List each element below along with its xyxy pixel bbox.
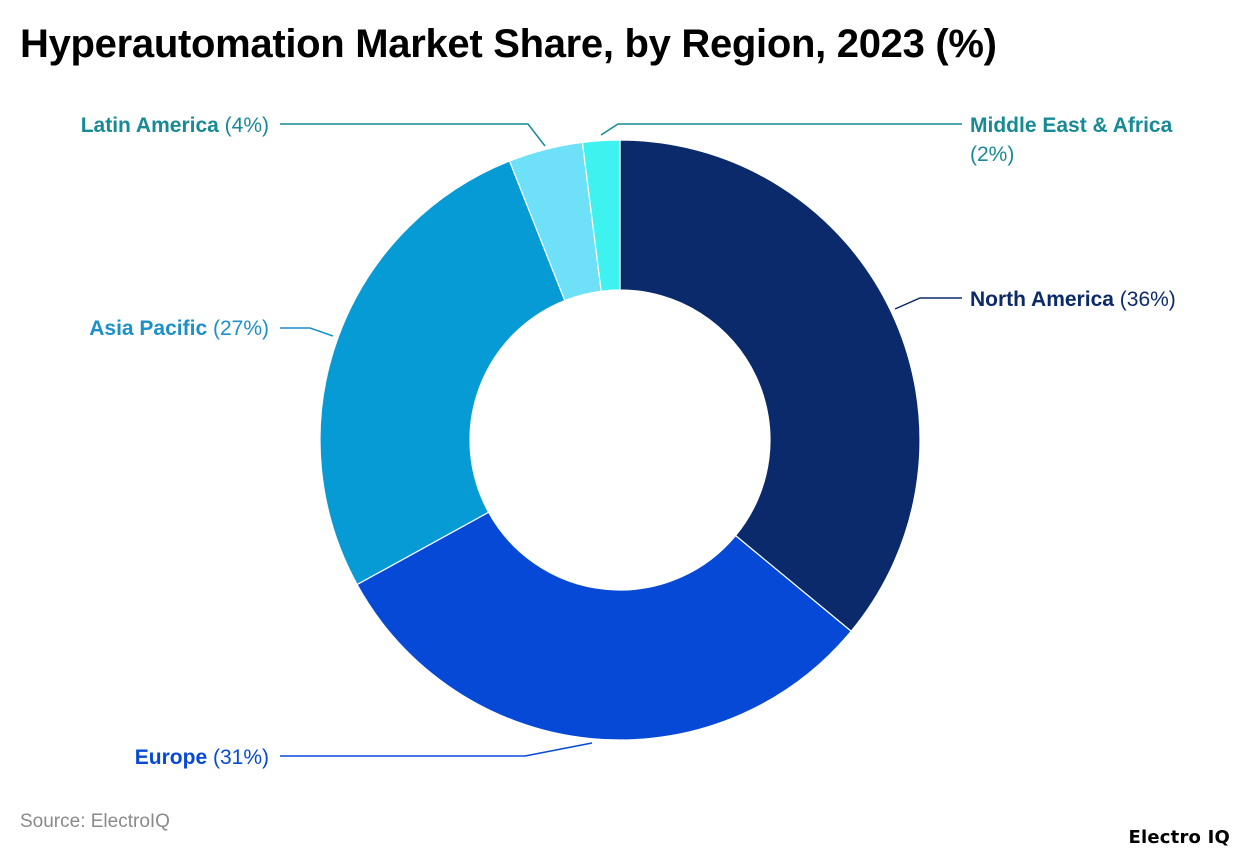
- slice-europe: [356, 511, 852, 741]
- label-value: (27%): [213, 317, 269, 340]
- label-value: (4%): [225, 114, 269, 137]
- leader-line-middle-east-and-africa: [600, 123, 962, 136]
- leader-line-asia-pacific: [280, 327, 334, 337]
- label-value: (31%): [213, 746, 269, 769]
- leader-line-north-america: [894, 297, 962, 310]
- labels: North America (36%) Europe (31%) Asia Paci…: [81, 114, 1176, 769]
- leader-lines: [280, 123, 962, 757]
- label-north-america: North America (36%): [970, 288, 1176, 311]
- label-name: Europe: [135, 746, 207, 769]
- label-name: Middle East & Africa: [970, 114, 1173, 137]
- label-name: North America: [970, 288, 1114, 311]
- chart-title: Hyperautomation Market Share, by Region,…: [20, 22, 997, 66]
- brand-logo: Electro IQ: [1128, 827, 1230, 848]
- label-latin-america: Latin America (4%): [81, 114, 269, 137]
- leader-line-europe: [280, 742, 593, 757]
- source-note: Source: ElectroIQ: [20, 811, 170, 832]
- slices: [319, 139, 921, 741]
- label-name: Latin America: [81, 114, 219, 137]
- label-value: (36%): [1120, 288, 1176, 311]
- slice-north-america: [619, 139, 921, 633]
- label-value: (2%): [970, 143, 1014, 166]
- slice-asia-pacific: [319, 160, 566, 586]
- label-europe: Europe (31%): [135, 746, 269, 769]
- slice-middle-east-and-africa: [581, 139, 621, 292]
- label-asia-pacific: Asia Pacific (27%): [89, 317, 269, 340]
- label-name: Asia Pacific: [89, 317, 207, 340]
- leader-line-latin-america: [280, 123, 546, 147]
- label-middle-east-and-africa: Middle East & Africa (2%): [970, 114, 1173, 166]
